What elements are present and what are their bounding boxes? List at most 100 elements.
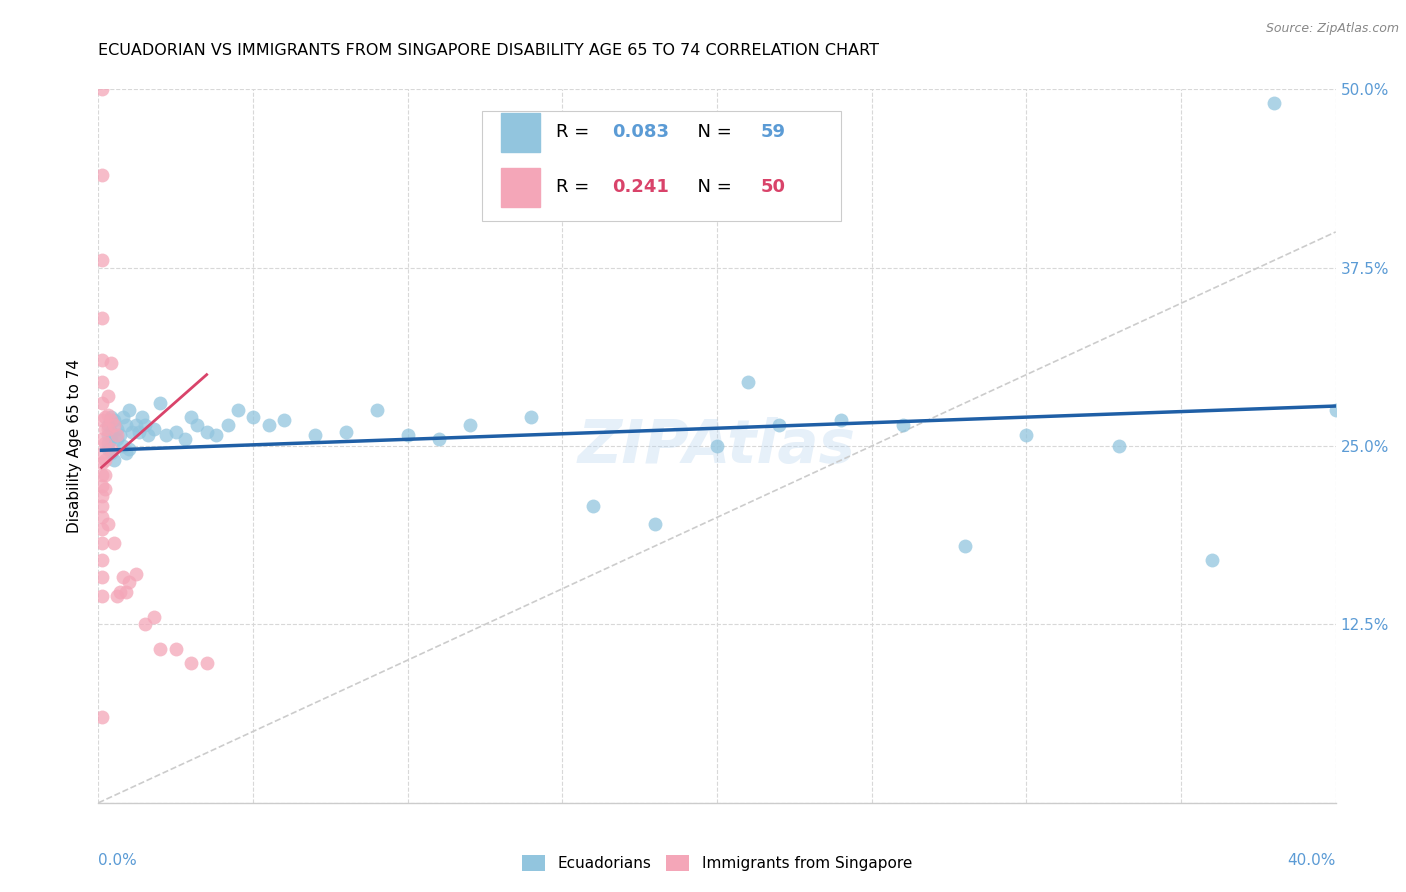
- Text: R =: R =: [557, 178, 595, 196]
- Point: [90, 499, 112, 513]
- Text: N =: N =: [686, 123, 738, 141]
- Point: [90, 456, 112, 470]
- Point: [136, 427, 159, 442]
- Point: [90, 710, 112, 724]
- Point: [217, 417, 239, 432]
- Point: [115, 446, 138, 460]
- Point: [103, 536, 125, 550]
- Point: [304, 427, 326, 442]
- Point: [90, 536, 112, 550]
- Text: 40.0%: 40.0%: [1288, 853, 1336, 868]
- Point: [112, 439, 135, 453]
- Text: Source: ZipAtlas.com: Source: ZipAtlas.com: [1265, 22, 1399, 36]
- Point: [458, 417, 481, 432]
- Point: [93, 422, 115, 436]
- Point: [90, 467, 112, 482]
- Point: [90, 489, 112, 503]
- Text: 0.0%: 0.0%: [98, 853, 138, 868]
- Point: [180, 410, 202, 425]
- Point: [90, 375, 112, 389]
- Point: [737, 375, 759, 389]
- Point: [100, 425, 122, 439]
- Point: [273, 413, 295, 427]
- Point: [100, 356, 122, 370]
- Text: 59: 59: [761, 123, 786, 141]
- Point: [90, 168, 112, 182]
- Point: [128, 425, 150, 439]
- Point: [953, 539, 976, 553]
- Point: [118, 574, 141, 589]
- Point: [97, 422, 120, 436]
- Legend: Ecuadorians, Immigrants from Singapore: Ecuadorians, Immigrants from Singapore: [516, 849, 918, 877]
- Point: [97, 389, 120, 403]
- Point: [1108, 439, 1130, 453]
- Point: [121, 425, 143, 439]
- Point: [93, 482, 115, 496]
- Point: [90, 253, 112, 268]
- Point: [134, 417, 156, 432]
- Bar: [501, 168, 540, 207]
- Point: [706, 439, 728, 453]
- Point: [93, 467, 115, 482]
- Point: [90, 570, 112, 584]
- Point: [90, 413, 112, 427]
- Point: [97, 408, 120, 422]
- Point: [335, 425, 357, 439]
- Point: [520, 410, 543, 425]
- FancyBboxPatch shape: [482, 111, 841, 221]
- Point: [103, 453, 125, 467]
- Point: [1201, 553, 1223, 567]
- Point: [100, 413, 122, 427]
- Point: [143, 610, 166, 624]
- Point: [90, 589, 112, 603]
- Point: [100, 442, 122, 456]
- Point: [768, 417, 790, 432]
- Point: [112, 570, 135, 584]
- Point: [90, 353, 112, 368]
- Point: [143, 422, 166, 436]
- Point: [90, 522, 112, 536]
- Point: [131, 410, 153, 425]
- Point: [93, 453, 115, 467]
- Point: [90, 82, 112, 96]
- Point: [427, 432, 450, 446]
- Y-axis label: Disability Age 65 to 74: Disability Age 65 to 74: [67, 359, 83, 533]
- Point: [97, 427, 120, 442]
- Point: [149, 396, 172, 410]
- Text: 0.083: 0.083: [612, 123, 669, 141]
- Point: [396, 427, 419, 442]
- Text: ZIPAtlas: ZIPAtlas: [578, 417, 856, 475]
- Point: [115, 417, 138, 432]
- Point: [174, 432, 197, 446]
- Point: [90, 396, 112, 410]
- Point: [103, 413, 125, 427]
- Point: [90, 553, 112, 567]
- Point: [100, 410, 122, 425]
- Point: [134, 617, 156, 632]
- Point: [891, 417, 914, 432]
- Point: [644, 517, 666, 532]
- Point: [97, 442, 120, 456]
- Point: [242, 410, 264, 425]
- Point: [108, 584, 131, 599]
- Point: [186, 417, 208, 432]
- Point: [105, 422, 128, 436]
- Point: [582, 499, 605, 513]
- Point: [257, 417, 280, 432]
- Point: [180, 656, 202, 670]
- Bar: [501, 112, 540, 152]
- Point: [118, 442, 141, 456]
- Point: [100, 432, 122, 446]
- Point: [155, 427, 177, 442]
- Point: [226, 403, 249, 417]
- Point: [149, 641, 172, 656]
- Point: [90, 446, 112, 460]
- Point: [97, 517, 120, 532]
- Point: [100, 446, 122, 460]
- Point: [103, 417, 125, 432]
- Point: [118, 403, 141, 417]
- Point: [115, 584, 138, 599]
- Point: [1324, 403, 1347, 417]
- Point: [105, 432, 128, 446]
- Point: [90, 510, 112, 524]
